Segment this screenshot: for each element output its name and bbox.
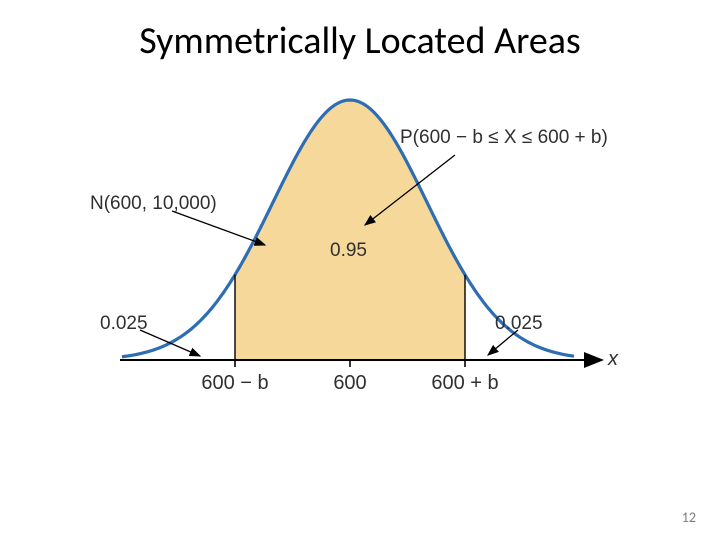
tick-label-right: 600 + b [431, 372, 498, 395]
arrow-to-curve [172, 211, 265, 245]
center-probability: 0.95 [330, 240, 367, 262]
page-title: Symmetrically Located Areas [0, 18, 720, 64]
left-tail-probability: 0.025 [100, 313, 148, 335]
page-number: 12 [682, 509, 696, 526]
probability-expression: P(600 − b ≤ X ≤ 600 + b) [400, 127, 608, 149]
distribution-label: N(600, 10,000) [90, 193, 217, 215]
tick-label-middle: 600 [333, 372, 366, 395]
x-axis-label: x [608, 348, 618, 371]
tick-label-left: 600 − b [201, 372, 268, 395]
normal-distribution-diagram: N(600, 10,000) 0.95 P(600 − b ≤ X ≤ 600 … [80, 75, 640, 435]
right-tail-probability: 0.025 [495, 313, 543, 335]
